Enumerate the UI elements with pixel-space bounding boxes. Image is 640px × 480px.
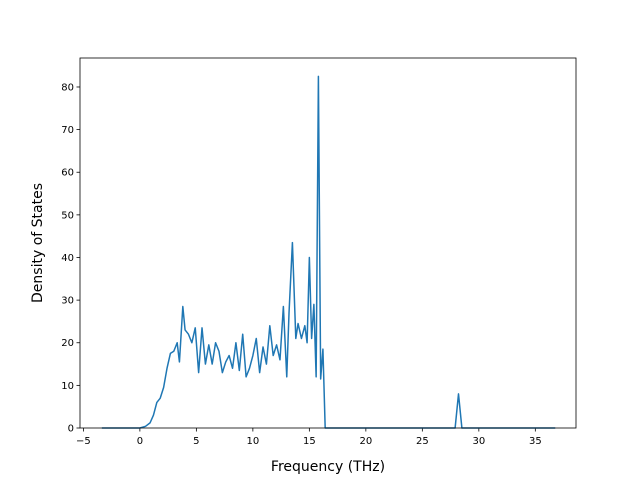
x-axis-label: Frequency (THz) <box>271 459 385 475</box>
y-tick-label: 80 <box>61 82 74 93</box>
plot-area <box>80 58 576 428</box>
y-axis-label: Density of States <box>30 183 46 303</box>
y-tick-label: 20 <box>61 338 74 349</box>
x-tick-label: 25 <box>416 436 429 447</box>
axes-frame <box>79 57 577 429</box>
y-tick-label: 10 <box>61 381 74 392</box>
x-tick-label: 10 <box>246 436 259 447</box>
y-tick-label: 40 <box>61 253 74 264</box>
y-axis-ticks: 0 10 20 30 40 50 60 70 80 <box>61 82 80 435</box>
x-tick-label: 30 <box>472 436 485 447</box>
x-tick-label: −5 <box>76 436 91 447</box>
x-tick-label: 5 <box>193 436 199 447</box>
dos-series-line <box>101 75 556 429</box>
y-tick-label: 50 <box>61 210 74 221</box>
x-tick-label: 20 <box>359 436 372 447</box>
x-tick-label: 35 <box>529 436 542 447</box>
y-tick-label: 60 <box>61 168 74 179</box>
x-tick-label: 15 <box>303 436 316 447</box>
y-tick-label: 0 <box>68 424 74 435</box>
y-tick-label: 70 <box>61 125 74 136</box>
series-layer <box>101 75 556 429</box>
y-tick-label: 30 <box>61 296 74 307</box>
x-tick-label: 0 <box>137 436 143 447</box>
